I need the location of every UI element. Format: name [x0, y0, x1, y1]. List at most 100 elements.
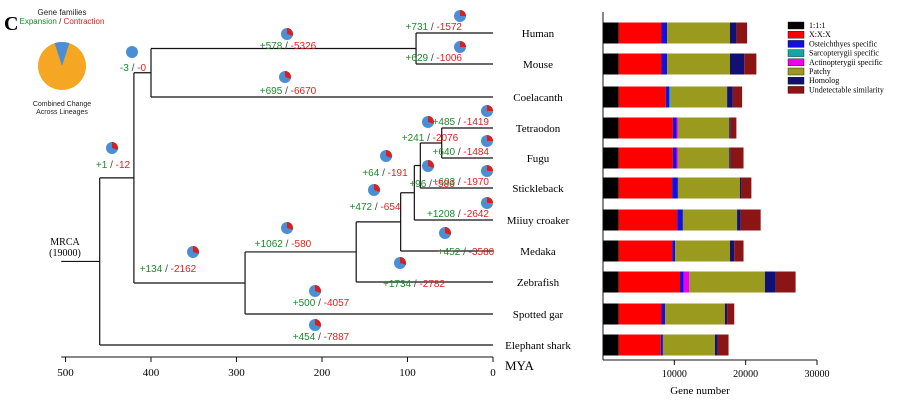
- node-change-clupeocephala-expansion: +1062: [255, 239, 284, 250]
- tip-change-10: +454 / -7887: [293, 332, 350, 343]
- bar-segment: [618, 86, 666, 108]
- time-axis-tick-label: 100: [399, 367, 416, 379]
- node-change-mammals-contraction: -5326: [291, 41, 317, 52]
- bar-segment: [618, 53, 662, 75]
- node-change-tetrapods: -3 / -0: [120, 63, 147, 74]
- bar-xlabel: Gene number: [670, 385, 730, 397]
- taxon-label: Fugu: [527, 153, 550, 165]
- bar-segment: [667, 22, 730, 44]
- tip-change-7: +452 / -3580: [438, 247, 495, 258]
- tip-change-1-contraction: -1006: [436, 53, 462, 64]
- pie-7: [439, 227, 452, 239]
- bar-x-tick-label: 30000: [805, 369, 830, 380]
- time-axis-tick-label: 0: [490, 367, 496, 379]
- legend-label: Homolog: [809, 76, 839, 85]
- tip-change-0: +731 / -1572: [406, 22, 463, 33]
- taxon-label: Human: [522, 28, 555, 40]
- tip-change-5-expansion: +603: [433, 177, 456, 188]
- taxon-label: Coelacanth: [513, 92, 563, 104]
- bar-segment: [676, 117, 678, 139]
- inset-separator: /: [57, 17, 64, 26]
- tip-change-10-expansion: +454: [293, 332, 316, 343]
- bar-segment: [682, 209, 738, 231]
- bar-segment: [603, 117, 619, 139]
- legend-swatch: [787, 31, 805, 39]
- node-change-percomorpha-sep: /: [372, 202, 380, 213]
- tip-change-5-contraction: -1970: [463, 177, 489, 188]
- pie-4: [481, 135, 493, 147]
- bar-segment: [734, 240, 744, 262]
- taxon-label: Mouse: [523, 59, 553, 71]
- bar-segment: [603, 334, 619, 356]
- node-change-pufferfish: +241 / -2076: [402, 133, 459, 144]
- bar-segment: [676, 147, 678, 169]
- bar-row-10: [603, 334, 729, 356]
- node-change-clupeocephala: +1062 / -580: [255, 239, 312, 250]
- node-change-percomorph-b-contraction: -586: [435, 179, 455, 190]
- node-change-actinopterygii: +134 / -2162: [140, 264, 197, 275]
- legend-label: Actinopterygii specific: [809, 58, 883, 67]
- bar-x-tick-label: 20000: [733, 369, 758, 380]
- node-change-actinopterygii-expansion: +134: [140, 264, 163, 275]
- pie-node-percomorph-a-slice: [386, 150, 392, 158]
- legend-swatch: [787, 40, 805, 48]
- pie-node-sarcopterygii-slice: [112, 142, 118, 150]
- node-change-coelacanth-branch: +695 / -6670: [260, 86, 317, 97]
- node-change-percomorph-a-sep: /: [379, 168, 387, 179]
- tip-change-10-sep: /: [315, 332, 323, 343]
- bar-segment: [724, 303, 728, 325]
- legend-swatch: [787, 21, 805, 30]
- root-label: MRCA: [50, 237, 80, 248]
- tip-change-5: +603 / -1970: [433, 177, 490, 188]
- pie-9-slice: [315, 285, 321, 293]
- node-change-percomorph-b-expansion: +96: [409, 179, 426, 190]
- bar-segment: [618, 147, 673, 169]
- bar-segment: [603, 177, 619, 199]
- tip-change-6: +1208 / -2642: [427, 209, 489, 220]
- tip-change-3-expansion: +485: [433, 117, 456, 128]
- bar-row-6: [603, 209, 761, 231]
- tip-change-6-sep: /: [455, 209, 463, 220]
- phylogenetic-tree: Human +731 / -1572 Mouse +629 / -1006 Coelac…: [49, 10, 571, 379]
- inset-expansion-contraction: Expansion / Contraction: [20, 17, 105, 26]
- bar-segment: [661, 22, 668, 44]
- node-change-sarcopterygii: +1 / -12: [96, 160, 131, 171]
- taxon-label: Elephant shark: [505, 340, 571, 352]
- bar-segment: [662, 334, 715, 356]
- bar-segment: [603, 86, 619, 108]
- tip-change-1: +629 / -1006: [406, 53, 463, 64]
- tip-change-9-contraction: -4057: [324, 298, 350, 309]
- legend-label: X:X:X: [809, 30, 831, 39]
- tip-change-7-expansion: +452: [438, 247, 461, 258]
- bar-segment: [730, 117, 737, 139]
- bar-segment: [603, 147, 619, 169]
- bar-segment: [729, 22, 737, 44]
- root-age-label: (19000): [49, 248, 81, 259]
- tip-change-4-expansion: +640: [433, 147, 456, 158]
- bar-segment: [672, 177, 678, 199]
- tip-change-8-expansion: +1734: [383, 279, 412, 290]
- inset-pie: [38, 42, 86, 90]
- bar-segment: [618, 303, 662, 325]
- node-change-pufferfish-contraction: -2076: [433, 133, 459, 144]
- tip-change-6-expansion: +1208: [427, 209, 456, 220]
- legend-swatch: [787, 58, 805, 66]
- bar-series: [603, 22, 796, 356]
- tip-change-8: +1734 / -2782: [383, 279, 445, 290]
- node-change-mammals-expansion: +578: [260, 41, 283, 52]
- bar-segment: [732, 86, 743, 108]
- legend-swatch: [787, 67, 805, 76]
- tip-change-3: +485 / -1419: [433, 117, 490, 128]
- tip-change-9-expansion: +500: [293, 298, 316, 309]
- bar-row-9: [603, 303, 735, 325]
- node-change-percomorph-b: +96 / -586: [409, 179, 455, 190]
- bar-row-4: [603, 147, 744, 169]
- axis-label-mya: MYA: [505, 358, 535, 373]
- bar-segment: [669, 86, 671, 108]
- bar-segment: [727, 86, 733, 108]
- node-change-coelacanth-branch-expansion: +695: [260, 86, 283, 97]
- legend-label: Sarcopterygii specific: [809, 49, 879, 58]
- inset-caption-line1: Combined Change: [33, 101, 91, 108]
- pie-3-slice: [487, 105, 493, 111]
